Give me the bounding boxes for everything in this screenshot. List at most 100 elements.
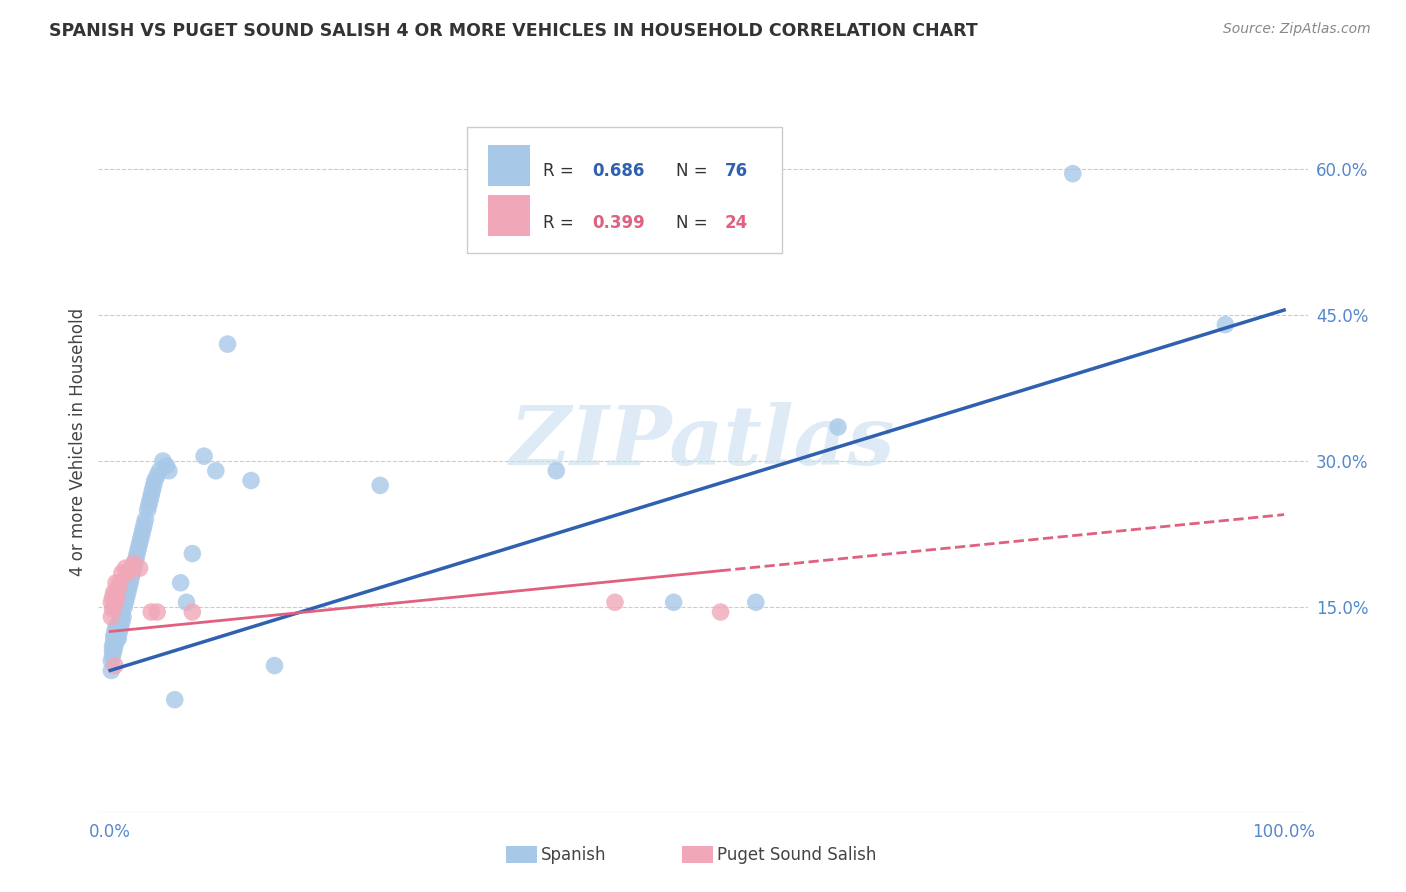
Text: R =: R = — [543, 162, 579, 180]
FancyBboxPatch shape — [488, 195, 530, 235]
Point — [745, 595, 768, 609]
Point — [104, 595, 127, 609]
Point — [146, 468, 169, 483]
Text: 76: 76 — [724, 162, 748, 180]
Point — [136, 502, 159, 516]
Point — [105, 619, 128, 633]
Point — [546, 464, 568, 478]
Point — [128, 537, 150, 551]
Point — [110, 610, 132, 624]
Point — [101, 644, 124, 658]
Point — [128, 561, 150, 575]
Point — [101, 648, 124, 663]
Point — [110, 619, 132, 633]
Text: R =: R = — [543, 214, 579, 232]
Point — [139, 493, 162, 508]
Point — [169, 575, 191, 590]
FancyBboxPatch shape — [467, 127, 782, 252]
Text: 0.399: 0.399 — [592, 214, 644, 232]
Point — [132, 522, 155, 536]
Point — [117, 566, 139, 580]
Point — [105, 575, 128, 590]
Text: SPANISH VS PUGET SOUND SALISH 4 OR MORE VEHICLES IN HOUSEHOLD CORRELATION CHART: SPANISH VS PUGET SOUND SALISH 4 OR MORE … — [49, 22, 979, 40]
Point — [603, 595, 626, 609]
Point — [143, 474, 166, 488]
Point — [115, 591, 138, 605]
Point — [217, 337, 239, 351]
Point — [108, 624, 131, 639]
Point — [1062, 167, 1084, 181]
Point — [103, 600, 125, 615]
Y-axis label: 4 or more Vehicles in Household: 4 or more Vehicles in Household — [69, 308, 87, 575]
Point — [100, 595, 122, 609]
Point — [125, 551, 148, 566]
FancyBboxPatch shape — [488, 145, 530, 186]
Point — [176, 595, 198, 609]
Point — [146, 605, 169, 619]
Point — [107, 619, 129, 633]
Point — [114, 561, 136, 575]
Point — [105, 624, 128, 639]
Point — [134, 517, 156, 532]
Point — [120, 571, 142, 585]
Point — [112, 600, 135, 615]
Point — [827, 420, 849, 434]
Point — [122, 561, 145, 575]
Text: 24: 24 — [724, 214, 748, 232]
Point — [163, 692, 186, 706]
Point — [141, 483, 163, 498]
Point — [662, 595, 685, 609]
Point — [141, 488, 163, 502]
Point — [107, 581, 129, 595]
Point — [112, 610, 135, 624]
Point — [122, 557, 145, 571]
Point — [103, 629, 125, 643]
Text: ZIPatlas: ZIPatlas — [510, 401, 896, 482]
Point — [114, 595, 136, 609]
Point — [103, 639, 125, 653]
Point — [104, 639, 127, 653]
Point — [105, 629, 128, 643]
Text: N =: N = — [676, 162, 713, 180]
Point — [118, 581, 141, 595]
Point — [105, 629, 128, 643]
Point — [1215, 318, 1237, 332]
Point — [181, 547, 204, 561]
Point — [101, 639, 124, 653]
Point — [193, 449, 215, 463]
Point — [103, 634, 125, 648]
Point — [157, 464, 180, 478]
Point — [127, 547, 149, 561]
Point — [120, 561, 142, 575]
Point — [141, 605, 163, 619]
Point — [105, 585, 128, 599]
Point — [103, 644, 125, 658]
Point — [107, 624, 129, 639]
Point — [131, 527, 153, 541]
Point — [105, 591, 128, 605]
Point — [100, 664, 122, 678]
Point — [121, 566, 143, 580]
Point — [129, 532, 152, 546]
Point — [117, 585, 139, 599]
Point — [101, 591, 124, 605]
Point — [105, 619, 128, 633]
Point — [204, 464, 226, 478]
Point — [101, 602, 124, 616]
Point — [134, 512, 156, 526]
Point — [142, 478, 165, 492]
Point — [111, 566, 134, 580]
Point — [240, 474, 263, 488]
Point — [111, 605, 134, 619]
Point — [103, 585, 125, 599]
Point — [104, 634, 127, 648]
Point — [263, 658, 285, 673]
Point — [368, 478, 391, 492]
Text: Source: ZipAtlas.com: Source: ZipAtlas.com — [1223, 22, 1371, 37]
Point — [104, 624, 127, 639]
Point — [152, 454, 174, 468]
Point — [148, 464, 170, 478]
Point — [104, 629, 127, 643]
Text: Spanish: Spanish — [541, 846, 607, 863]
Point — [100, 654, 122, 668]
